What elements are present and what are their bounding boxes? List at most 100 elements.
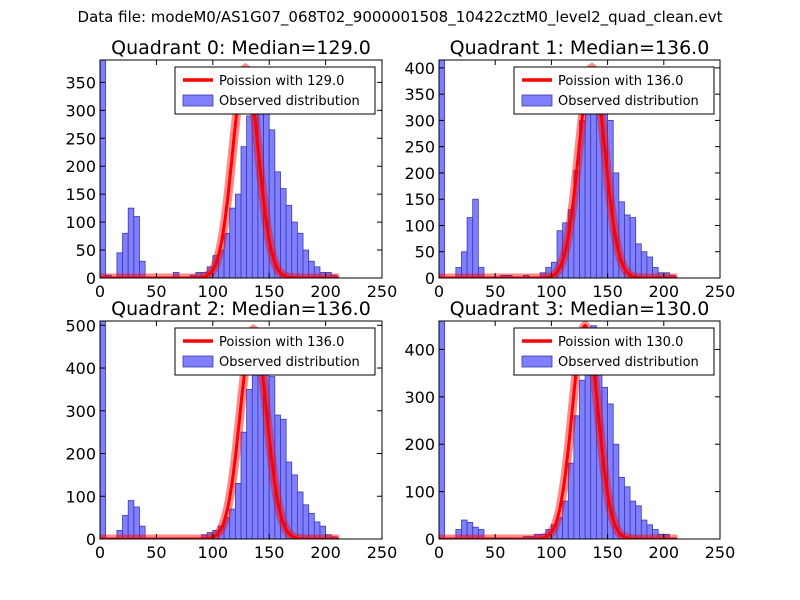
y-tick-label: 250 — [404, 138, 435, 157]
x-tick-label: 150 — [254, 282, 285, 301]
legend: Poission with 129.0 Observed distribution — [174, 66, 376, 115]
histogram-bar — [133, 216, 140, 278]
histogram-bar — [246, 388, 253, 539]
histogram-bar — [439, 321, 446, 539]
plot-frame — [99, 59, 383, 279]
y-tick-label: 0 — [86, 530, 96, 549]
legend-bar-label: Observed distribution — [558, 355, 699, 370]
y-tick-label: 200 — [404, 435, 435, 454]
histogram-bar — [246, 115, 253, 278]
histogram-bar — [624, 486, 631, 539]
x-tick-label: 50 — [485, 543, 505, 562]
x-tick-label: 200 — [310, 543, 341, 562]
x-tick-label: 100 — [198, 282, 229, 301]
y-tick-label: 200 — [65, 445, 96, 464]
x-tick-label: 150 — [592, 543, 623, 562]
histogram-bar — [573, 415, 580, 539]
y-tick-label: 300 — [404, 388, 435, 407]
y-tick-label: 100 — [65, 213, 96, 232]
subplot-quadrant-2: Quadrant 2: Median=136.0 0 50 100 150 200 250 0… — [65, 298, 397, 562]
x-tick-label: 250 — [705, 543, 736, 562]
legend: Poission with 136.0 Observed distribution — [513, 66, 715, 115]
legend-bar-label: Observed distribution — [558, 94, 699, 109]
histogram-bar — [240, 431, 248, 539]
legend-line-label: Poission with 136.0 — [558, 74, 683, 89]
x-tick-label: 200 — [649, 282, 680, 301]
histogram-bar — [296, 232, 304, 278]
x-tick-label: 100 — [536, 282, 567, 301]
y-tick-label: 350 — [65, 73, 96, 92]
histogram-bar — [127, 207, 135, 278]
subplot-title: Quadrant 0: Median=129.0 — [111, 37, 371, 59]
histogram-bar — [139, 260, 146, 278]
y-tick-label: 400 — [404, 340, 435, 359]
legend-line-label: Poission with 130.0 — [558, 335, 683, 350]
x-tick-label: 50 — [146, 543, 166, 562]
y-tick-label: 200 — [404, 164, 435, 183]
legend-bar-swatch — [182, 355, 214, 368]
histogram-bar — [629, 500, 637, 539]
subplot-quadrant-0: Quadrant 0: Median=129.0 0 50 100 150 200 250 0… — [65, 37, 397, 301]
histogram-bar — [280, 188, 287, 278]
y-tick-label: 50 — [76, 241, 96, 260]
x-tick-label: 50 — [485, 282, 505, 301]
y-tick-label: 0 — [425, 269, 435, 288]
histogram-bar — [251, 359, 259, 539]
subplot-quadrant-3: Quadrant 3: Median=130.0 0 50 100 150 200 250 0… — [404, 298, 735, 562]
y-tick-label: 400 — [65, 359, 96, 378]
histogram-bar — [472, 198, 479, 278]
histogram-bar — [629, 217, 637, 278]
legend-bar-swatch — [182, 94, 214, 107]
x-tick-label: 0 — [434, 543, 444, 562]
histogram-bar — [234, 193, 242, 278]
x-tick-label: 200 — [310, 282, 341, 301]
legend-bar-label: Observed distribution — [219, 94, 360, 109]
y-tick-label: 100 — [404, 483, 435, 502]
plot-frame — [438, 59, 721, 279]
y-tick-label: 0 — [86, 269, 96, 288]
y-tick-label: 100 — [65, 487, 96, 506]
histogram-bar — [635, 505, 642, 539]
histogram-bar — [291, 221, 298, 278]
x-tick-label: 0 — [95, 282, 105, 301]
x-tick-label: 250 — [367, 282, 398, 301]
y-tick-label: 50 — [415, 243, 435, 262]
histogram-bar — [584, 109, 592, 278]
y-tick-label: 200 — [65, 157, 96, 176]
y-tick-label: 0 — [425, 530, 435, 549]
histogram-bar — [579, 379, 586, 539]
histogram-bar — [285, 204, 293, 278]
histogram-bar — [127, 500, 135, 539]
poisson-fit-line — [100, 66, 340, 278]
histogram-bar — [240, 146, 248, 278]
legend-bar-swatch — [521, 94, 553, 107]
y-tick-label: 150 — [404, 190, 435, 209]
legend: Poission with 130.0 Observed distribution — [513, 327, 715, 376]
histogram-bar — [122, 232, 129, 278]
histogram-bars — [100, 321, 338, 539]
plot-frame — [99, 320, 383, 540]
legend-bar-label: Observed distribution — [219, 355, 360, 370]
histogram-bar — [133, 506, 140, 539]
y-tick-label: 300 — [65, 101, 96, 120]
legend-line-label: Poission with 129.0 — [219, 74, 344, 89]
y-tick-label: 400 — [404, 59, 435, 78]
y-tick-label: 500 — [65, 316, 96, 335]
plot-frame — [438, 320, 721, 540]
y-tick-label: 300 — [404, 111, 435, 130]
x-tick-label: 250 — [367, 543, 398, 562]
x-tick-label: 100 — [536, 543, 567, 562]
x-tick-label: 150 — [592, 282, 623, 301]
histogram-bar — [296, 491, 304, 539]
histogram-bar — [477, 267, 485, 278]
x-tick-label: 250 — [705, 282, 736, 301]
x-tick-label: 50 — [146, 282, 166, 301]
subplot-title: Quadrant 2: Median=136.0 — [111, 298, 371, 320]
y-tick-label: 100 — [404, 216, 435, 235]
legend: Poission with 136.0 Observed distribution — [174, 327, 376, 376]
x-tick-label: 100 — [198, 543, 229, 562]
legend-bar-swatch — [521, 355, 553, 368]
x-tick-label: 150 — [254, 543, 285, 562]
histogram-bar — [584, 349, 592, 539]
y-tick-label: 300 — [65, 402, 96, 421]
